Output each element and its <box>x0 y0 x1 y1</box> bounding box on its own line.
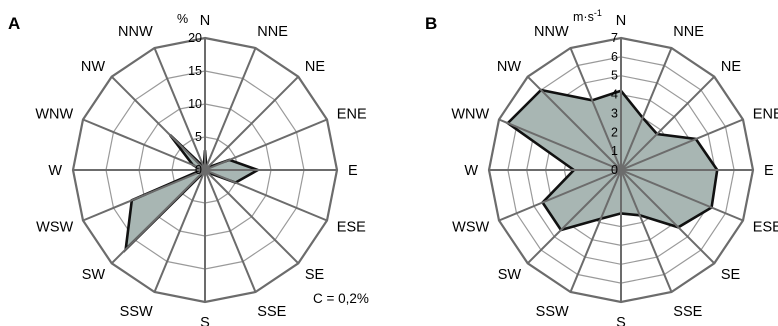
direction-label-sw: SW <box>82 267 106 283</box>
direction-label-ne: NE <box>305 59 325 75</box>
panel-b-spokes <box>489 38 753 302</box>
tick-label: 3 <box>611 106 618 120</box>
tick-label: 10 <box>188 97 202 111</box>
spoke-ene <box>620 118 744 171</box>
tick-label: 1 <box>611 144 618 158</box>
spoke-wnw <box>82 118 206 171</box>
spoke-nw <box>110 75 206 171</box>
direction-label-nw: NW <box>497 59 521 75</box>
panel-b-unit-label: m·s-1 <box>573 8 602 24</box>
tick-label: 15 <box>188 64 202 78</box>
tick-label: 5 <box>611 69 618 83</box>
direction-label-n: N <box>616 13 626 29</box>
direction-label-ese: ESE <box>753 219 778 235</box>
direction-label-sse: SSE <box>257 304 286 320</box>
panel-a-letter: A <box>8 14 20 33</box>
spoke-sse <box>204 169 257 293</box>
panel-a-data-polygon <box>123 134 261 253</box>
spoke-se <box>204 169 300 265</box>
direction-label-wnw: WNW <box>451 107 489 123</box>
direction-label-ene: ENE <box>753 107 778 123</box>
direction-label-s: S <box>616 315 626 326</box>
direction-label-e: E <box>348 163 358 179</box>
tick-label: 0 <box>195 163 202 177</box>
spoke-wsw <box>82 169 206 222</box>
direction-label-nne: NNE <box>257 24 288 40</box>
direction-label-ene: ENE <box>337 107 367 123</box>
spoke-sw <box>526 169 622 265</box>
direction-label-se: SE <box>721 267 741 283</box>
spoke-ene <box>204 118 328 171</box>
spoke-nw <box>526 75 622 171</box>
direction-label-nne: NNE <box>673 24 704 40</box>
spoke-ese <box>620 169 744 222</box>
panel-a-direction-labels: N NNE NE ENE E ESE SE SSE S SSW SW WSW W WNW NW NNW <box>35 13 367 326</box>
tick-label: 6 <box>611 50 618 64</box>
spoke-nne <box>204 47 257 171</box>
direction-label-wsw: WSW <box>452 219 489 235</box>
direction-label-e: E <box>764 163 774 179</box>
panel-a-tick-labels: 0 5 10 15 20 <box>188 31 202 177</box>
tick-label: 7 <box>611 31 618 45</box>
spoke-ne <box>620 75 716 171</box>
tick-label: 20 <box>188 31 202 45</box>
direction-label-nnw: NNW <box>534 24 569 40</box>
tick-label: 5 <box>195 130 202 144</box>
direction-label-sw: SW <box>498 267 522 283</box>
panel-b-direction-labels: N NNE NE ENE E ESE SE SSE S SSW SW WSW W WNW NW NNW <box>451 13 778 326</box>
panel-a-spokes <box>73 38 337 302</box>
spoke-wnw <box>498 118 622 171</box>
direction-label-w: W <box>464 163 478 179</box>
panel-b-tick-labels: 0 1 2 3 4 5 6 7 <box>611 31 618 177</box>
spoke-nnw <box>569 47 622 171</box>
spoke-sw <box>110 169 206 265</box>
spoke-nne <box>620 47 673 171</box>
direction-label-sse: SSE <box>673 304 702 320</box>
direction-label-nw: NW <box>81 59 105 75</box>
panel-a-unit-label: % <box>177 12 188 26</box>
tick-label: 2 <box>611 125 618 139</box>
direction-label-w: W <box>48 163 62 179</box>
spoke-se <box>620 169 716 265</box>
tick-label: 4 <box>611 88 618 102</box>
direction-label-ne: NE <box>721 59 741 75</box>
direction-label-wsw: WSW <box>36 219 73 235</box>
direction-label-s: S <box>200 315 210 326</box>
spoke-ne <box>204 75 300 171</box>
panel-b-letter: B <box>425 14 437 33</box>
spoke-wsw <box>498 169 622 222</box>
spoke-ssw <box>153 169 206 293</box>
direction-label-wnw: WNW <box>35 107 73 123</box>
spoke-nnw <box>153 47 206 171</box>
tick-label: 0 <box>611 163 618 177</box>
spoke-ssw <box>569 169 622 293</box>
wind-rose-panel-a: A 0 5 10 15 20 N NNE NE ENE E ESE SE SSE S SSW SW WSW W W… <box>8 12 369 326</box>
direction-label-se: SE <box>305 267 325 283</box>
panel-a-calm-annotation: C = 0,2% <box>313 291 369 306</box>
wind-rose-panel-b: B 0 1 2 3 4 5 6 7 N NNE NE ENE E ESE SE SSE S SSW SW WSW W W… <box>425 8 778 326</box>
direction-label-nnw: NNW <box>118 24 153 40</box>
direction-label-n: N <box>200 13 210 29</box>
direction-label-ssw: SSW <box>536 304 569 320</box>
direction-label-ese: ESE <box>337 219 366 235</box>
direction-label-ssw: SSW <box>120 304 153 320</box>
spoke-ese <box>204 169 328 222</box>
spoke-sse <box>620 169 673 293</box>
